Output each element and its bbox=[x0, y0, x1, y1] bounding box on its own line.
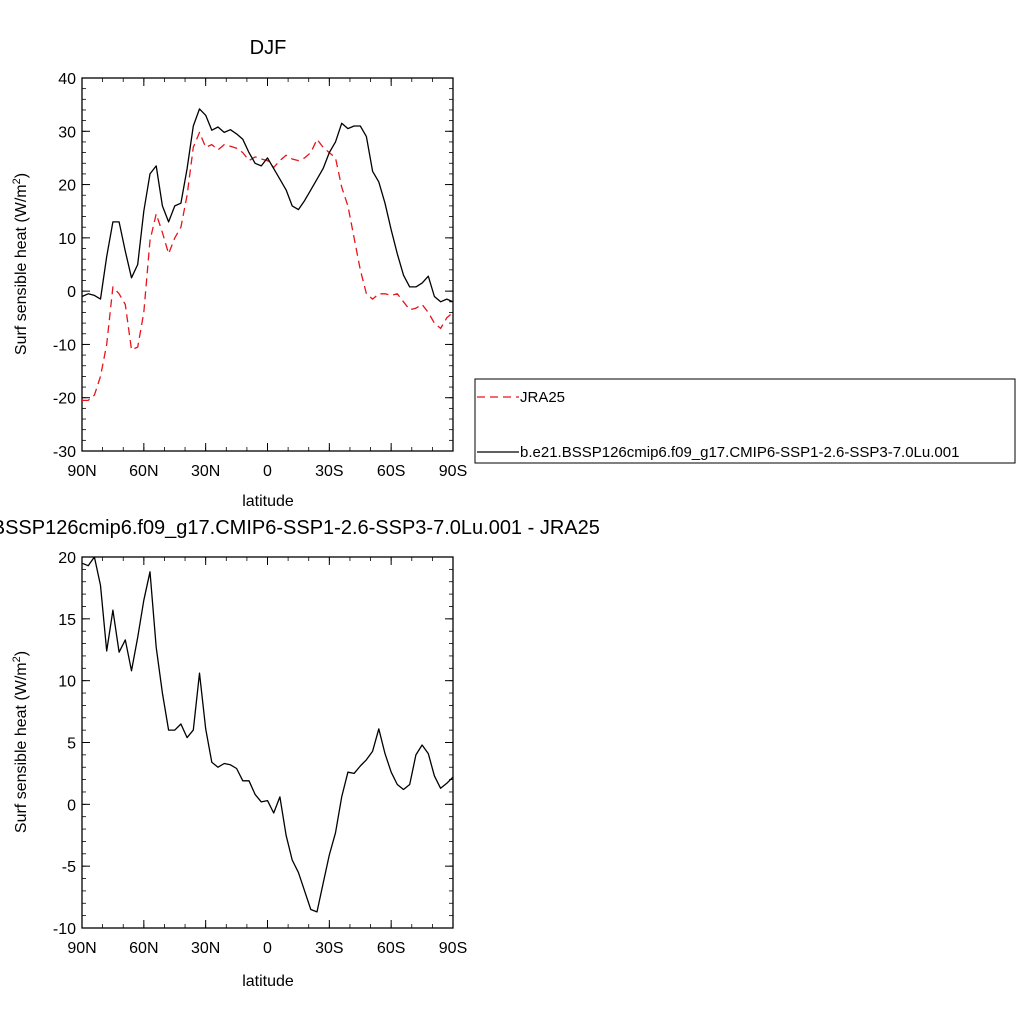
x-tick-label: 0 bbox=[263, 940, 272, 957]
y-tick-label: 0 bbox=[67, 284, 76, 301]
x-tick-label: 60S bbox=[377, 463, 405, 480]
legend-label-jra25: JRA25 bbox=[520, 389, 565, 406]
y-tick-label: -30 bbox=[53, 444, 76, 461]
legend-label-model: b.e21.BSSP126cmip6.f09_g17.CMIP6-SSP1-2.… bbox=[520, 444, 959, 461]
y-tick-label: 0 bbox=[67, 797, 76, 814]
x-tick-label: 30N bbox=[191, 463, 220, 480]
x-tick-label: 90N bbox=[67, 463, 96, 480]
x-tick-label: 30S bbox=[315, 463, 343, 480]
y-tick-label: -10 bbox=[53, 337, 76, 354]
x-tick-label: 60S bbox=[377, 940, 405, 957]
x-tick-label: 90N bbox=[67, 940, 96, 957]
series-line-difference bbox=[81, 556, 454, 913]
y-tick-labels: 20 15 10 5 0 -5 -10 bbox=[53, 550, 76, 938]
x-axis-label: latitude bbox=[242, 493, 294, 510]
series-line-jra25 bbox=[82, 131, 454, 402]
chart-title: b.e21.BSSP126cmip6.f09_g17.CMIP6-SSP1-2.… bbox=[0, 517, 600, 539]
y-tick-label: 30 bbox=[58, 124, 76, 141]
y-tick-label: 20 bbox=[58, 550, 76, 567]
x-tick-label: 60N bbox=[129, 940, 158, 957]
chart-title: DJF bbox=[250, 37, 287, 59]
legend: JRA25 b.e21.BSSP126cmip6.f09_g17.CMIP6-S… bbox=[474, 378, 1016, 464]
y-tick-label: 10 bbox=[58, 231, 76, 248]
x-tick-label: 30S bbox=[315, 940, 343, 957]
x-tick-labels: 90N 60N 30N 0 30S 60S 90S bbox=[67, 463, 467, 480]
x-tick-labels: 90N 60N 30N 0 30S 60S 90S bbox=[67, 940, 467, 957]
chart-panel-difference: b.e21.BSSP126cmip6.f09_g17.CMIP6-SSP1-2.… bbox=[0, 517, 600, 990]
y-axis-label: Surf sensible heat (W/m2) bbox=[11, 651, 30, 833]
x-tick-label: 90S bbox=[439, 463, 467, 480]
axis-ticks bbox=[81, 556, 454, 929]
x-tick-label: 30N bbox=[191, 940, 220, 957]
plot-frame bbox=[81, 556, 454, 929]
y-tick-label: 5 bbox=[67, 736, 76, 753]
series-line-b-e21-bssp126cmip6-f09-g17-cmip6-ssp1-2-6-ssp3-7-0lu-001 bbox=[81, 108, 454, 303]
x-tick-label: 60N bbox=[129, 463, 158, 480]
x-axis-label: latitude bbox=[242, 973, 294, 990]
y-tick-label: 10 bbox=[58, 674, 76, 691]
plot-lines bbox=[81, 556, 454, 913]
plot-lines bbox=[81, 108, 454, 402]
y-tick-label: -10 bbox=[53, 921, 76, 938]
y-axis-label: Surf sensible heat (W/m2) bbox=[11, 173, 30, 355]
legend-box bbox=[474, 378, 1016, 464]
y-tick-labels: 40 30 20 10 0 -10 -20 -30 bbox=[53, 71, 76, 461]
x-tick-label: 90S bbox=[439, 940, 467, 957]
x-tick-label: 0 bbox=[263, 463, 272, 480]
y-tick-label: 15 bbox=[58, 612, 76, 629]
y-tick-label: 20 bbox=[58, 178, 76, 195]
y-tick-label: -20 bbox=[53, 391, 76, 408]
axis-ticks bbox=[81, 77, 454, 452]
y-tick-label: -5 bbox=[62, 859, 76, 876]
y-tick-label: 40 bbox=[58, 71, 76, 88]
